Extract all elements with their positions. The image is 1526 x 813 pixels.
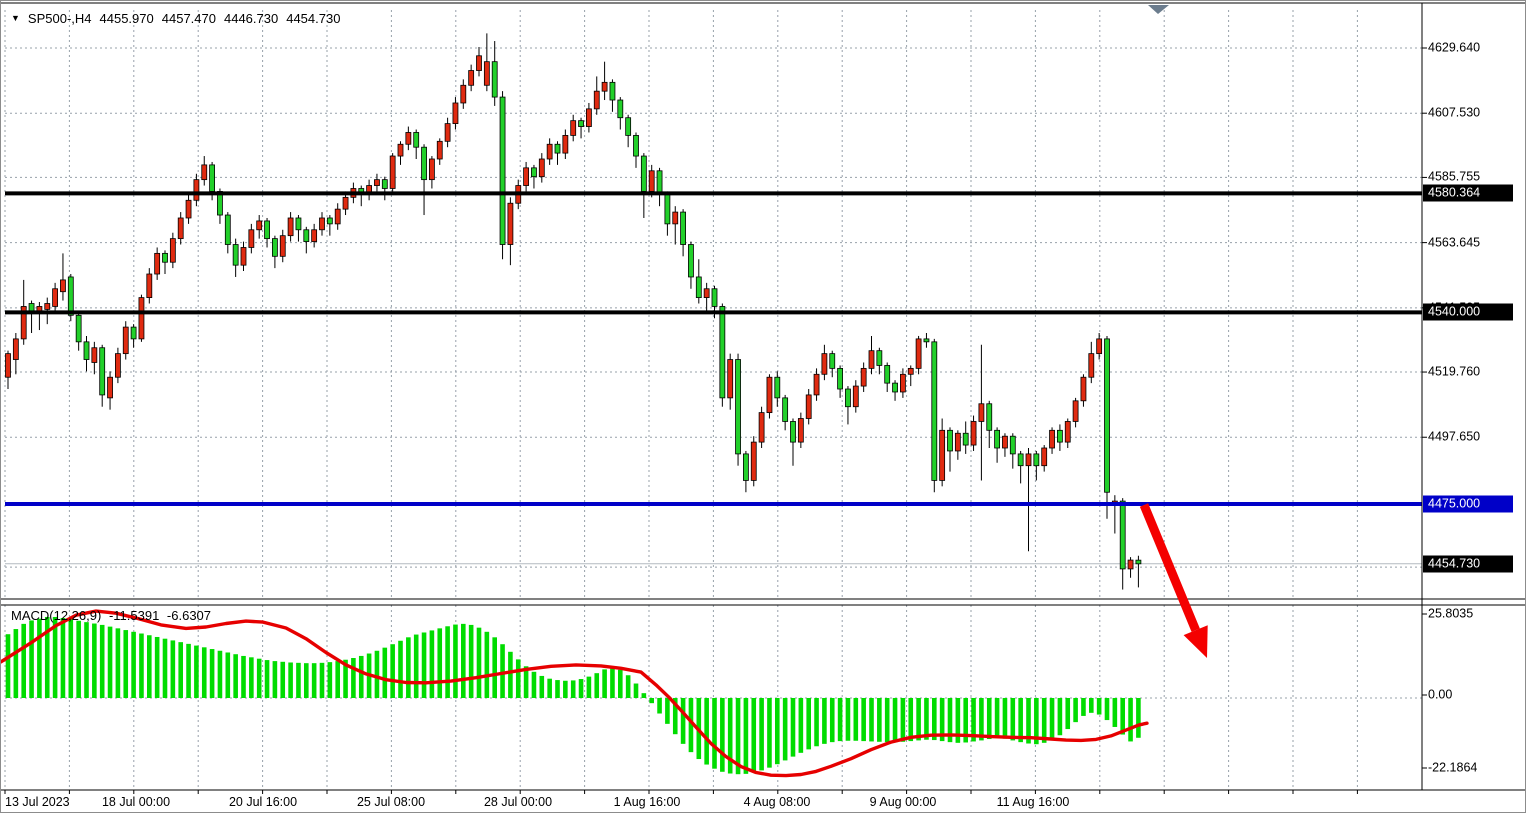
macd-signal-line	[1, 609, 1149, 778]
price-axis-label: 4629.640	[1428, 40, 1481, 55]
macd-signal-value: -6.6307	[166, 608, 212, 623]
symbol-timeframe: SP500-,H4	[27, 11, 92, 26]
macd-main-value: -11.5391	[108, 608, 160, 623]
price-level-badge: 4475.000	[1423, 495, 1513, 513]
ohlc-open: 4455.970	[99, 11, 154, 26]
time-axis-label: 28 Jul 00:00	[483, 795, 553, 809]
price-axis-label: 4585.755	[1428, 169, 1481, 184]
ohlc-close: 4454.730	[286, 11, 341, 26]
price-axis-label: 4519.760	[1428, 364, 1481, 379]
chart-title: ▼ SP500-,H4 4455.970 4457.470 4446.730 4…	[11, 11, 342, 26]
time-axis-label: 18 Jul 00:00	[101, 795, 171, 809]
grid-lines	[4, 10, 1422, 790]
symbol-menu-icon[interactable]: ▼	[11, 13, 20, 23]
ohlc-low: 4446.730	[223, 11, 279, 26]
macd-axis-label: -22.1864	[1428, 760, 1478, 775]
ohlc-high: 4457.470	[161, 11, 216, 26]
panel-borders	[1, 2, 1525, 791]
macd-histogram	[5, 616, 1141, 775]
price-level-badge: 4454.730	[1423, 555, 1513, 573]
macd-axis-label: 0.00	[1428, 687, 1453, 702]
chart-shift-marker-icon[interactable]	[1148, 5, 1169, 14]
time-axis-label: 1 Aug 16:00	[613, 795, 681, 809]
price-level-badge: 4580.364	[1423, 184, 1513, 202]
trend-arrow[interactable]	[1139, 503, 1208, 658]
macd-axis-label: 25.8035	[1428, 606, 1474, 621]
macd-indicator-label: MACD(12,26,9) -11.5391 -6.6307	[11, 608, 215, 623]
time-axis-label: 11 Aug 16:00	[996, 795, 1070, 809]
time-axis-label: 25 Jul 08:00	[356, 795, 426, 809]
price-axis-label: 4563.645	[1428, 235, 1481, 250]
time-axis-label: 9 Aug 00:00	[869, 795, 937, 809]
macd-name: MACD(12,26,9)	[11, 608, 102, 623]
price-axis-label: 4497.650	[1428, 429, 1481, 444]
price-level-badge: 4540.000	[1423, 303, 1513, 321]
time-axis-label: 4 Aug 08:00	[743, 795, 811, 809]
time-axis-label: 13 Jul 2023	[5, 795, 70, 809]
price-axis-label: 4607.530	[1428, 105, 1481, 120]
time-axis-label: 20 Jul 16:00	[228, 795, 298, 809]
candles-layer	[5, 33, 1142, 590]
